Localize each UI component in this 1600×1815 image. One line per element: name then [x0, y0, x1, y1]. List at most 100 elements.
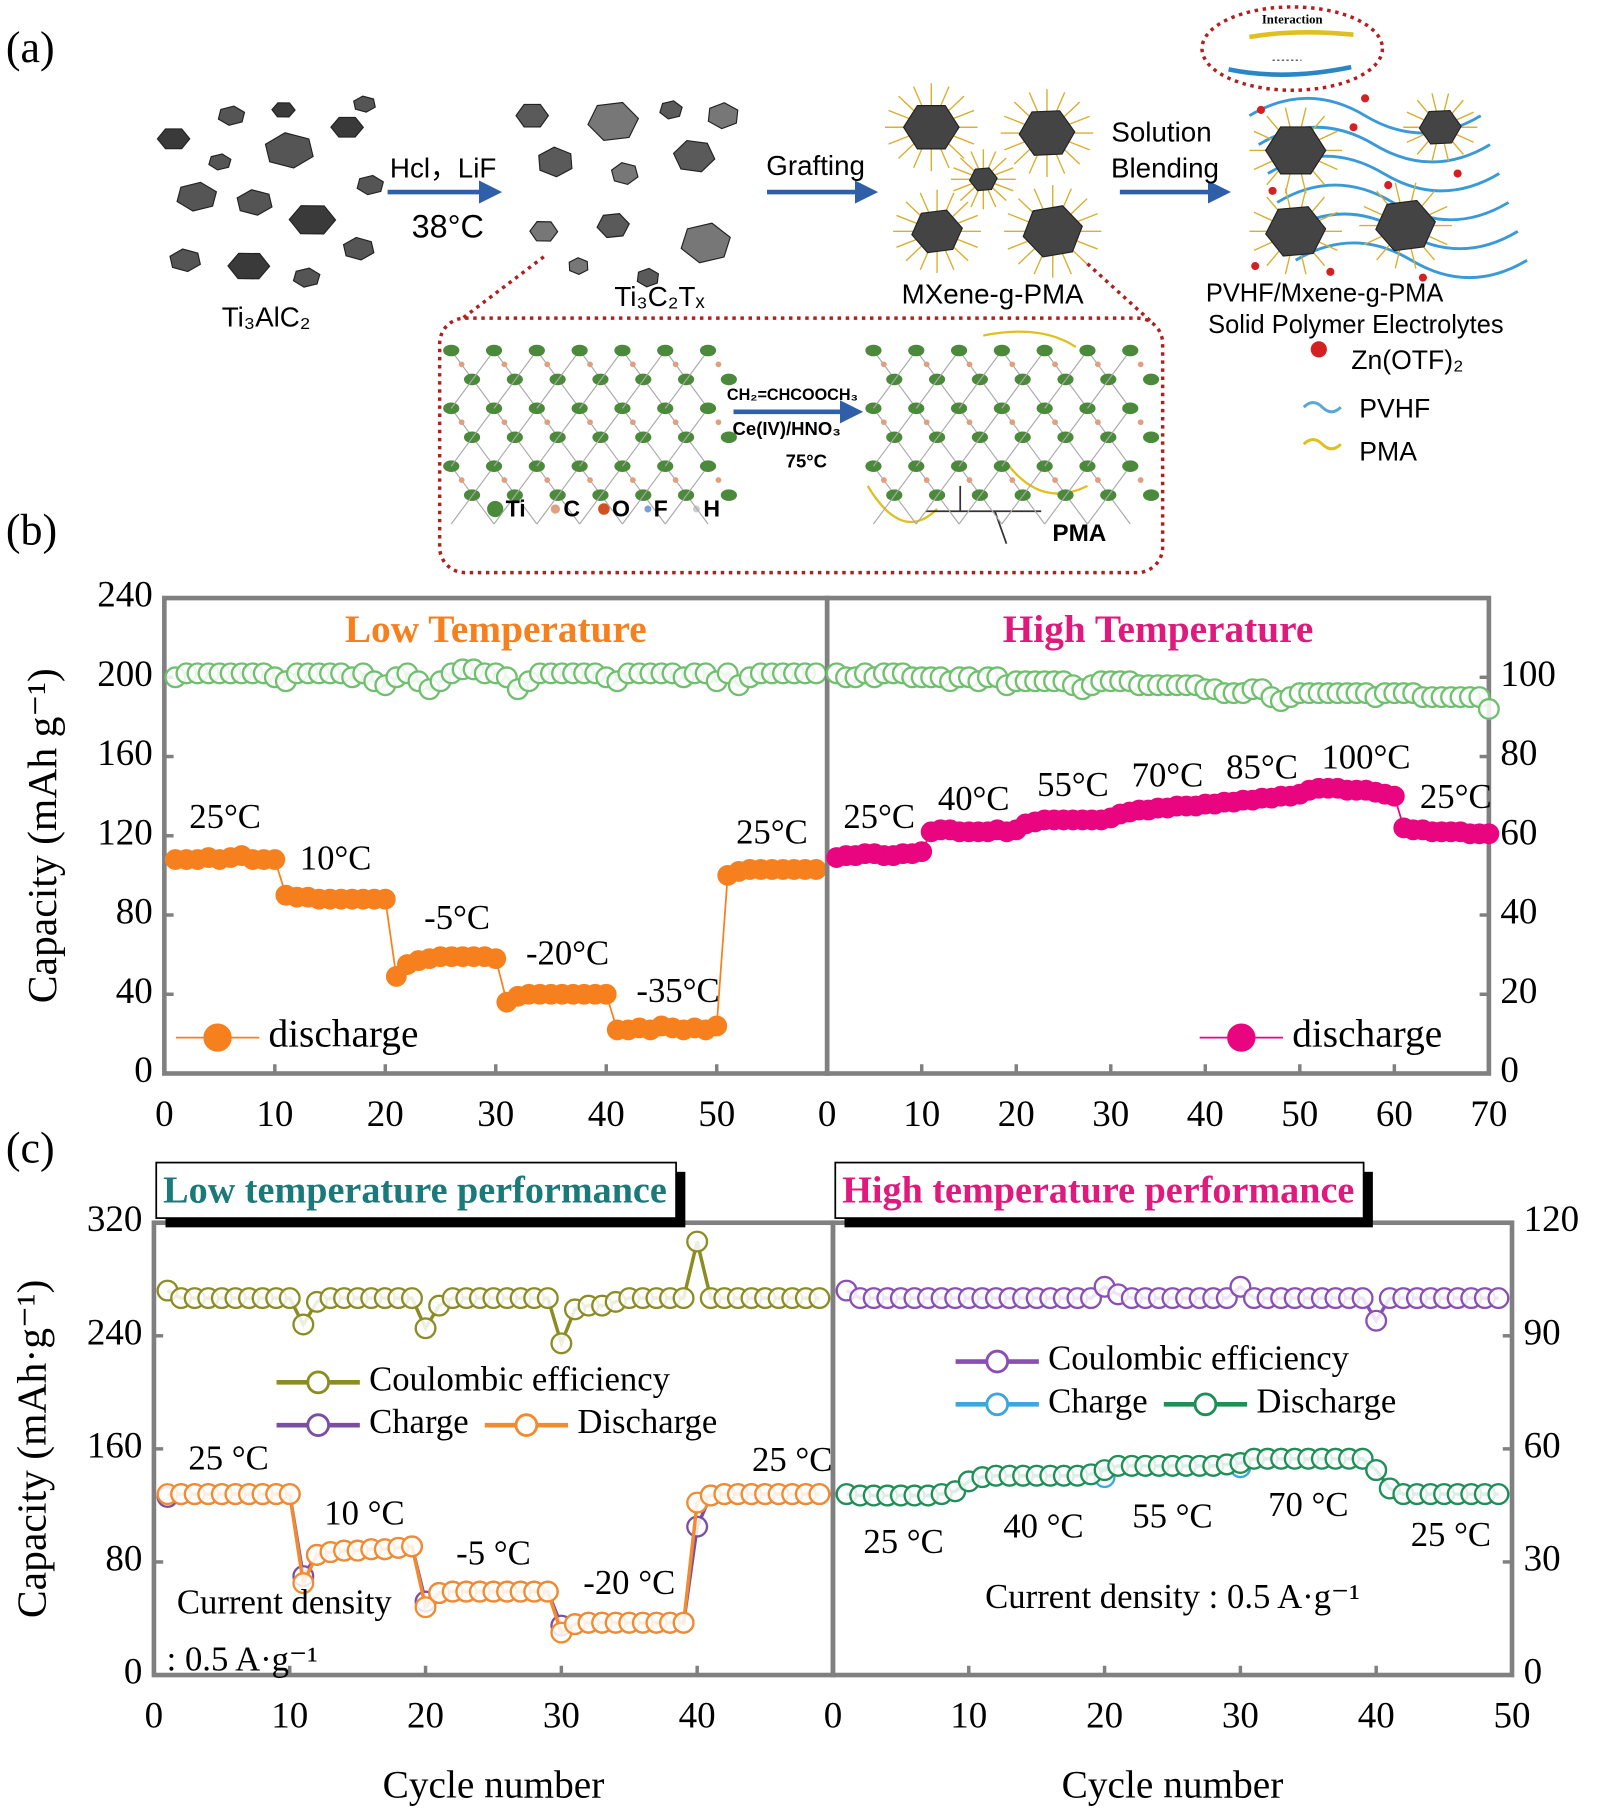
atom: [629, 477, 636, 483]
y-tick-label: 240: [87, 1312, 142, 1353]
bond: [450, 465, 495, 525]
atom: [501, 419, 508, 426]
zn-salt: [1418, 273, 1427, 282]
atom: [699, 344, 717, 357]
flake: [1265, 206, 1327, 257]
flake: [1018, 110, 1076, 156]
bond: [915, 408, 960, 467]
zn-salt: [1349, 123, 1358, 132]
atom: [1094, 361, 1101, 368]
label: PMA: [1052, 520, 1106, 547]
chart-title: Low temperature performance: [163, 1170, 667, 1212]
atom: [544, 419, 551, 426]
flake: [911, 209, 963, 254]
flake: [169, 248, 201, 273]
legend-label: Charge: [369, 1402, 469, 1441]
x-tick-label: 20: [998, 1094, 1035, 1135]
legend-marker: [1227, 1023, 1256, 1052]
bond: [1044, 465, 1088, 525]
data-point: [686, 1515, 709, 1538]
x-tick-label: 0: [155, 1094, 174, 1135]
atom: [443, 344, 460, 357]
annotation: 25 °C: [863, 1522, 943, 1561]
x-tick-label: 0: [824, 1695, 843, 1736]
flake: [707, 102, 739, 130]
y-tick-label: 0: [134, 1050, 153, 1091]
bond: [493, 408, 538, 467]
atom: [923, 419, 930, 426]
flake: [538, 146, 573, 178]
zoom-line: [461, 255, 545, 320]
flake: [659, 100, 683, 120]
bond: [621, 350, 666, 409]
bond: [493, 465, 538, 525]
bond: [1086, 350, 1131, 409]
pvhf-chain: [1294, 241, 1528, 280]
atom: [1122, 344, 1139, 357]
x-tick-label: 30: [1092, 1094, 1129, 1135]
bond: [579, 408, 623, 467]
flake: [156, 128, 191, 150]
data-point: [536, 1287, 559, 1310]
chart-title: High Temperature: [1003, 607, 1314, 651]
annotation: 55 °C: [1132, 1497, 1212, 1536]
data-point: [595, 983, 617, 1005]
pma-chain: [1249, 30, 1354, 40]
flake: [1022, 205, 1083, 258]
panel-label: (c): [6, 1123, 55, 1172]
legend-line: [1302, 438, 1342, 451]
atom: [715, 361, 722, 368]
x-tick-label: 60: [1376, 1094, 1413, 1135]
x-tick-label: 20: [367, 1094, 404, 1135]
x-tick-label: 10: [256, 1094, 293, 1135]
data-point: [278, 1483, 301, 1506]
y2-tick-label: 90: [1524, 1312, 1561, 1353]
label: Blending: [1111, 152, 1219, 183]
atom-label: Ti: [506, 495, 526, 521]
y-tick-label: 160: [87, 1425, 142, 1466]
flake: [1418, 109, 1462, 145]
atom: [458, 419, 465, 426]
x-tick-label: 50: [698, 1094, 735, 1135]
annotation: 85°C: [1226, 747, 1298, 786]
flake: [217, 105, 246, 126]
atom: [1142, 373, 1160, 386]
annotation: 70°C: [1132, 755, 1204, 794]
flake: [968, 167, 998, 192]
atom: [966, 361, 973, 368]
atom: [1137, 361, 1144, 368]
atom: [1094, 419, 1101, 426]
legend-label: PVHF: [1359, 394, 1430, 424]
data-point: [1487, 1483, 1510, 1506]
flake: [596, 213, 630, 239]
atom: [672, 477, 679, 483]
atom-key: [487, 500, 504, 518]
data-point: [1477, 698, 1500, 720]
zn-salt: [1384, 181, 1393, 190]
x-tick-label: 10: [903, 1094, 940, 1135]
bond: [536, 350, 581, 409]
bond: [664, 350, 709, 409]
legend-marker: [306, 1413, 331, 1438]
x-tick-label: 30: [1222, 1695, 1259, 1736]
y2-tick-label: 0: [1524, 1652, 1542, 1693]
atom: [614, 344, 631, 357]
x-tick-label: 50: [1494, 1695, 1531, 1736]
flake: [636, 267, 660, 288]
atom: [587, 361, 593, 368]
bond: [536, 408, 581, 467]
y-tick-label: 80: [105, 1538, 142, 1579]
zn-salt: [1268, 186, 1277, 195]
flake: [356, 174, 384, 196]
bond: [664, 408, 709, 467]
flake: [288, 205, 337, 235]
legend-dot: [1310, 341, 1327, 358]
atom-key: [598, 503, 610, 515]
zn-salt: [1361, 94, 1370, 103]
annotation: -5°C: [424, 898, 490, 937]
y2-tick-label: 80: [1500, 733, 1537, 774]
annotation: 40°C: [938, 779, 1010, 818]
data-point: [536, 1580, 559, 1603]
